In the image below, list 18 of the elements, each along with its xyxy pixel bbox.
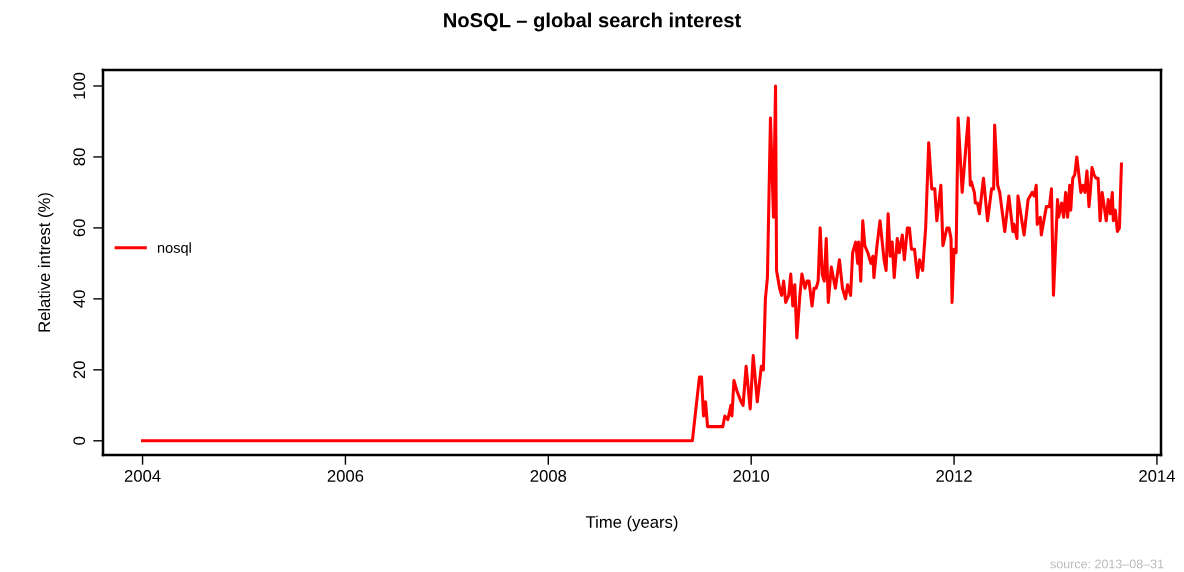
source-note: source: 2013–08–31 — [1050, 559, 1164, 569]
y-tick-label: 40 — [73, 290, 86, 308]
y-tick-label: 60 — [73, 219, 86, 237]
x-tick-label: 2006 — [327, 470, 364, 482]
x-tick-label: 2008 — [530, 470, 567, 482]
y-tick-label: 80 — [73, 148, 86, 166]
x-tick-label: 2004 — [124, 470, 161, 482]
x-tick-label: 2014 — [1139, 470, 1175, 482]
legend-label: nosql — [157, 242, 191, 256]
line-series — [141, 84, 1123, 443]
y-tick-label: 0 — [73, 436, 86, 445]
x-tick-label: 2010 — [733, 470, 770, 482]
x-tick-label: 2012 — [936, 470, 972, 482]
chart-title: NoSQL – global search interest — [444, 12, 741, 32]
y-tick-label: 100 — [73, 72, 86, 99]
x-axis-title: Time (years) — [585, 515, 678, 532]
y-tick-label: 20 — [73, 361, 86, 379]
y-axis-title: Relative intrest (%) — [37, 193, 54, 332]
